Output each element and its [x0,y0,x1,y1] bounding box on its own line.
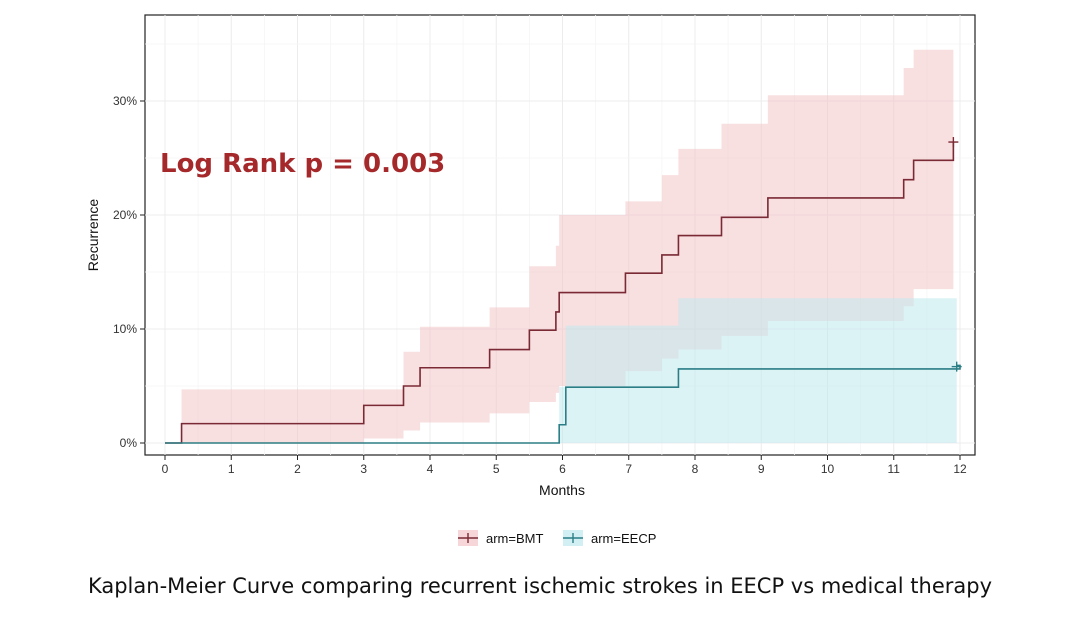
survival-lines [165,137,962,444]
ci-band-arm-bmt [165,25,954,443]
x-tick-label-4: 4 [427,462,434,476]
legend-item-0: arm=BMT [458,530,543,546]
censor-mark-arm-eecp-0 [951,361,962,372]
legend-label: arm=EECP [591,531,656,546]
x-tick-label-2: 2 [294,462,301,476]
x-tick-label-11: 11 [888,462,901,476]
x-tick-label-0: 0 [162,462,169,476]
x-tick-label-10: 10 [821,462,835,476]
axes: 0 1 2 3 4 5 6 7 8 9 10 11 120%10%20%30% [113,94,967,476]
x-axis-title: Months [539,482,585,498]
y-tick-label-2: 20% [113,208,137,222]
x-tick-label-12: 12 [953,462,967,476]
legend: arm=BMT arm=EECP [458,530,656,546]
y-axis-title: Recurrence [85,199,101,272]
x-tick-label-9: 9 [758,462,765,476]
step-line-arm-bmt [165,142,955,444]
figure-caption: Kaplan-Meier Curve comparing recurrent i… [87,574,993,598]
y-tick-label-0: 0% [120,436,138,450]
censor-mark-arm-bmt-0 [948,137,959,148]
y-tick-label-3: 30% [113,94,137,108]
x-tick-label-5: 5 [493,462,500,476]
confidence-bands [165,25,960,443]
log-rank-annotation: Log Rank p = 0.003 [160,149,445,179]
y-tick-label-1: 10% [113,322,137,336]
x-tick-label-8: 8 [692,462,699,476]
x-tick-label-1: 1 [228,462,235,476]
x-tick-label-6: 6 [559,462,566,476]
legend-label: arm=BMT [486,531,543,546]
x-tick-label-3: 3 [360,462,367,476]
km-chart: 0 1 2 3 4 5 6 7 8 9 10 11 120%10%20%30% Log Rank p =… [85,14,976,546]
legend-item-1: arm=EECP [563,530,656,546]
ci-band-arm-eecp [165,298,960,443]
x-tick-label-7: 7 [625,462,632,476]
